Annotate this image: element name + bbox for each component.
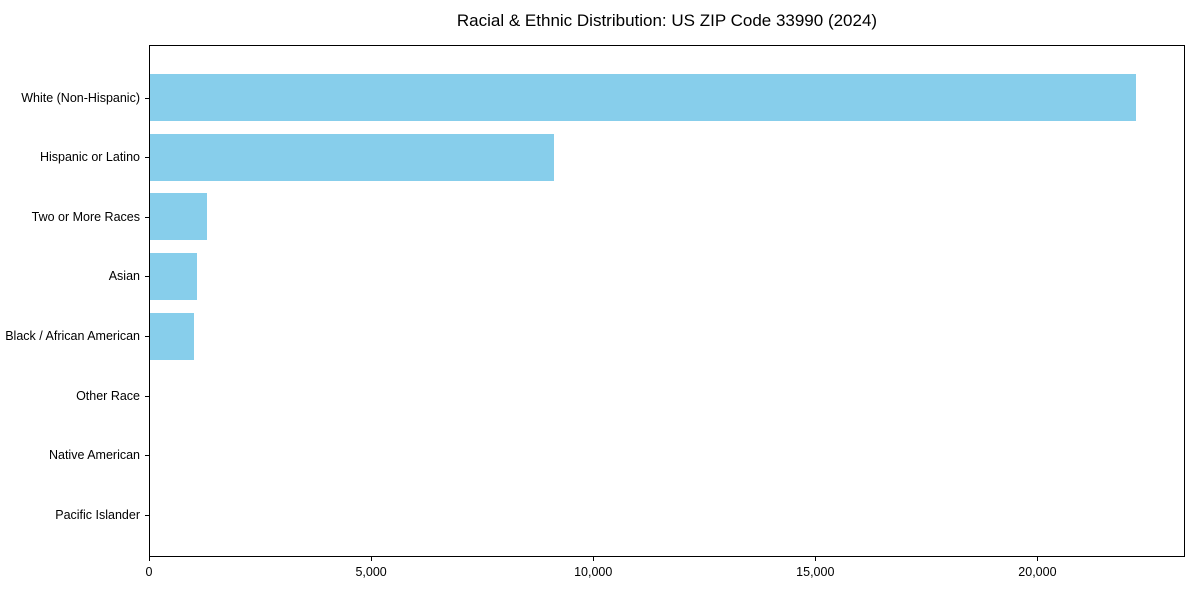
y-tick-label: Black / African American xyxy=(5,329,140,344)
x-tick-label: 15,000 xyxy=(796,565,835,579)
x-tick-mark xyxy=(1037,557,1039,561)
x-tick-mark xyxy=(371,557,373,561)
y-tick-label: Two or More Races xyxy=(31,209,140,224)
y-tick-label: Other Race xyxy=(76,388,140,403)
x-tick-mark xyxy=(149,557,150,561)
y-tick-label: Native American xyxy=(48,448,140,463)
y-tick-mark xyxy=(145,157,149,159)
x-tick-mark xyxy=(593,557,595,561)
chart-title: Racial & Ethnic Distribution: US ZIP Cod… xyxy=(456,11,878,30)
x-tick-label: 20,000 xyxy=(1018,565,1057,579)
x-tick-label: 0 xyxy=(145,565,153,579)
bar xyxy=(150,252,198,300)
bar xyxy=(150,312,194,360)
x-tick-label: 5,000 xyxy=(355,565,387,579)
y-tick-mark xyxy=(145,216,149,218)
x-tick-mark xyxy=(815,557,817,561)
bar xyxy=(150,133,555,181)
plot-area xyxy=(149,45,1185,557)
x-tick-label: 10,000 xyxy=(574,565,613,579)
y-tick-label: Pacific Islander xyxy=(55,507,140,522)
y-tick-mark xyxy=(145,276,149,278)
bar xyxy=(150,74,1137,121)
y-tick-label: White (Non-Hispanic) xyxy=(21,90,140,105)
y-tick-mark xyxy=(145,395,149,397)
bar xyxy=(150,193,207,241)
y-tick-mark xyxy=(145,336,149,338)
y-tick-label: Asian xyxy=(108,269,140,284)
y-tick-mark xyxy=(145,514,149,516)
y-tick-mark xyxy=(145,455,149,457)
y-tick-label: Hispanic or Latino xyxy=(39,150,140,165)
y-tick-mark xyxy=(145,97,149,99)
